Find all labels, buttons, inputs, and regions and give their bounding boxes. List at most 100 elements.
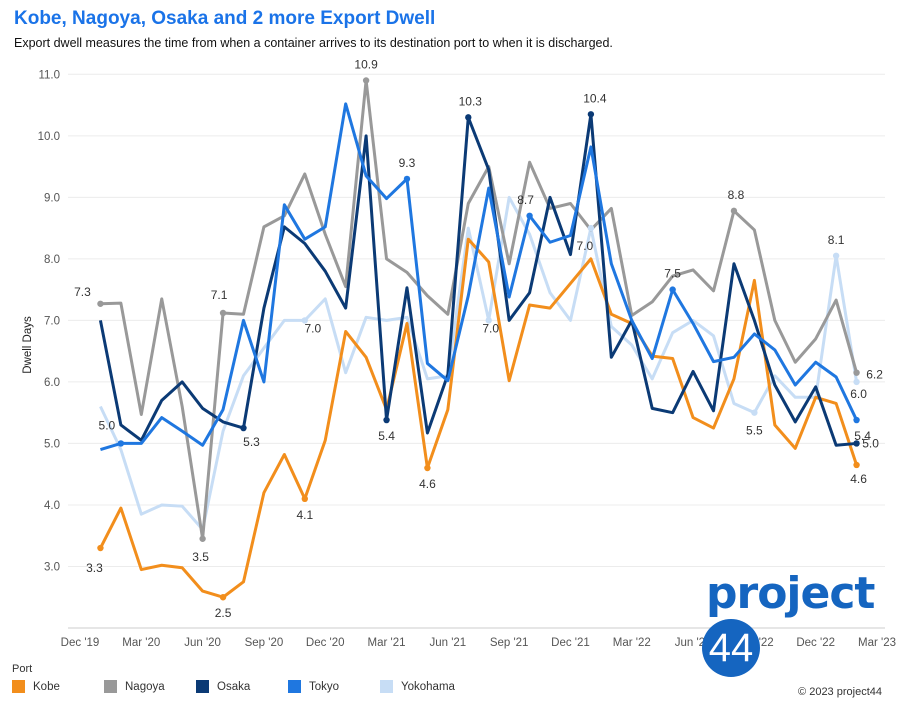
x-tick-label: Dec '22: [796, 637, 835, 649]
data-point-marker: [362, 77, 370, 84]
data-point-marker: [424, 464, 431, 472]
data-label: 4.6: [419, 477, 436, 491]
data-label: 8.7: [517, 193, 534, 207]
data-point-marker: [526, 212, 533, 220]
data-point-marker: [403, 175, 411, 183]
data-point-marker: [853, 369, 860, 376]
data-label: 5.4: [854, 429, 871, 443]
data-point-marker: [219, 309, 227, 317]
data-point-marker: [751, 409, 758, 416]
data-point-marker: [301, 495, 308, 503]
data-label: 5.5: [746, 424, 763, 438]
legend: Kobe Nagoya Osaka Tokyo Yokohama: [12, 680, 472, 693]
legend-label: Osaka: [217, 680, 251, 693]
data-point-marker: [301, 317, 308, 324]
data-point-marker: [587, 111, 595, 118]
data-point-marker: [97, 300, 104, 307]
data-label: 5.4: [378, 429, 395, 443]
x-tick-label: Mar '21: [368, 637, 406, 649]
legend-item-kobe[interactable]: Kobe: [12, 680, 104, 693]
x-tick-label: Dec '21: [551, 637, 590, 649]
y-tick-label: 11.0: [38, 69, 60, 81]
data-point-marker: [97, 544, 104, 552]
data-label: 5.3: [243, 435, 260, 449]
y-tick-label: 8.0: [44, 254, 60, 266]
data-label: 3.5: [192, 550, 209, 564]
legend-swatch: [288, 680, 301, 693]
legend-swatch: [196, 680, 209, 693]
data-point-marker: [853, 461, 860, 469]
data-label: 8.8: [728, 188, 745, 202]
x-tick-label: Dec '20: [306, 637, 345, 649]
y-tick-label: 7.0: [44, 315, 60, 327]
copyright: © 2023 project44: [798, 686, 882, 698]
legend-swatch: [12, 680, 25, 693]
data-label: 7.0: [577, 239, 594, 253]
x-tick-label: Dec '19: [61, 637, 100, 649]
data-label: 7.0: [482, 321, 499, 335]
x-tick-label: Mar '23: [858, 637, 896, 649]
data-label: 7.1: [211, 288, 228, 302]
data-label: 5.0: [99, 418, 116, 432]
data-point-marker: [117, 440, 125, 447]
data-label: 3.3: [86, 561, 103, 575]
y-tick-label: 9.0: [44, 192, 60, 204]
data-point-marker: [383, 416, 390, 424]
data-point-marker: [219, 594, 227, 601]
data-point-marker: [730, 207, 738, 215]
chart-title: Kobe, Nagoya, Osaka and 2 more Export Dw…: [14, 8, 436, 29]
data-label: 8.1: [828, 233, 845, 247]
series-line-osaka: [98, 112, 857, 447]
data-label: 10.3: [459, 94, 483, 108]
y-axis-label: Dwell Days: [22, 316, 34, 374]
line-chart: 3.0 4.0 5.0 6.0 7.0 8.0 9.0 10.0 11.0 Dec '19 Mar …: [22, 57, 896, 649]
data-label: 2.5: [215, 606, 232, 620]
data-label: 6.0: [850, 387, 867, 401]
data-label: 9.3: [399, 156, 416, 170]
data-point-marker: [853, 378, 860, 386]
legend-swatch: [380, 680, 393, 693]
data-label: 7.5: [664, 267, 681, 281]
legend-label: Tokyo: [309, 680, 340, 693]
legend-item-osaka[interactable]: Osaka: [196, 680, 288, 693]
data-label: 5.0: [862, 436, 879, 450]
series-line-nagoya: [100, 78, 859, 541]
y-tick-label: 5.0: [44, 438, 60, 450]
data-label: 4.1: [296, 508, 313, 522]
x-tick-label: Sep '21: [490, 637, 529, 649]
chart-subtitle: Export dwell measures the time from when…: [14, 36, 613, 50]
data-point-marker: [240, 424, 247, 432]
y-tick-label: 4.0: [44, 500, 60, 512]
data-label: 6.2: [866, 368, 883, 382]
y-tick-label: 10.0: [38, 131, 60, 143]
y-tick-label: 6.0: [44, 377, 60, 389]
x-tick-label: Mar '22: [613, 637, 651, 649]
data-label: 7.0: [304, 321, 321, 335]
series-line-kobe: [99, 237, 858, 599]
x-tick-label: Jun '20: [184, 637, 221, 649]
data-point-marker: [485, 317, 492, 324]
y-tick-label: 3.0: [44, 561, 60, 573]
data-point-marker: [853, 440, 860, 447]
x-tick-label: Mar '20: [122, 637, 160, 649]
data-point-marker: [465, 114, 472, 121]
x-tick-label: Sep '20: [245, 637, 284, 649]
logo-circle-text: 44: [702, 619, 760, 677]
logo-text: project: [706, 568, 875, 619]
series-line-tokyo: [100, 102, 858, 452]
legend-swatch: [104, 680, 117, 693]
legend-item-nagoya[interactable]: Nagoya: [104, 680, 196, 693]
legend-item-yokohama[interactable]: Yokohama: [380, 680, 472, 693]
data-point-marker: [199, 535, 206, 542]
legend-label: Yokohama: [401, 680, 455, 693]
legend-item-tokyo[interactable]: Tokyo: [288, 680, 380, 693]
data-label: 10.4: [583, 91, 607, 105]
data-point-marker: [832, 252, 840, 259]
legend-title: Port: [12, 663, 33, 675]
data-point-marker: [853, 416, 860, 424]
data-label: 7.3: [74, 285, 91, 299]
x-tick-label: Jun '21: [429, 637, 466, 649]
legend-label: Kobe: [33, 680, 60, 693]
data-point-marker: [587, 224, 595, 232]
legend-label: Nagoya: [125, 680, 165, 693]
